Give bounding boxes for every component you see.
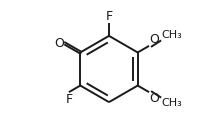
Text: O: O <box>149 92 159 105</box>
Text: O: O <box>149 33 159 46</box>
Text: CH₃: CH₃ <box>161 98 182 108</box>
Text: O: O <box>54 37 64 50</box>
Text: CH₃: CH₃ <box>161 30 182 40</box>
Text: F: F <box>66 93 73 106</box>
Text: F: F <box>106 10 112 23</box>
